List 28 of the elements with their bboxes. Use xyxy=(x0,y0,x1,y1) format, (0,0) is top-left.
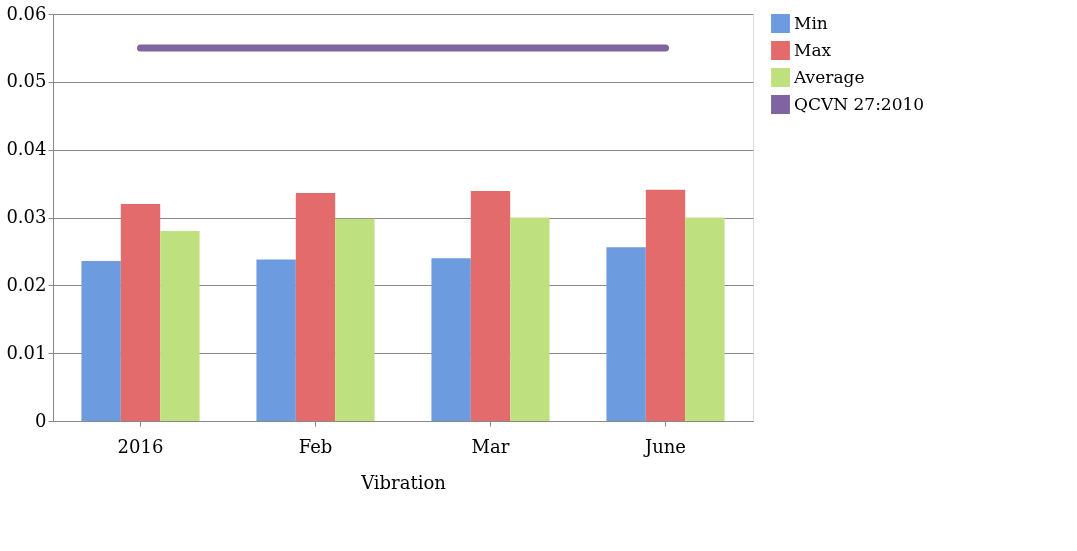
bar xyxy=(510,217,550,421)
y-tick-label: 0 xyxy=(35,409,47,431)
y-tick-label: 0.03 xyxy=(6,206,47,227)
bar xyxy=(685,217,725,421)
x-tick-label: Feb xyxy=(298,435,333,457)
legend-label: Average xyxy=(793,66,865,87)
y-tick-label: 0.01 xyxy=(6,341,47,363)
bar xyxy=(470,191,511,421)
x-tick-label: 2016 xyxy=(117,435,164,457)
y-tick-label: 0.02 xyxy=(6,273,47,295)
legend-label: Min xyxy=(794,12,828,33)
bar xyxy=(120,203,161,421)
bar xyxy=(160,231,200,421)
bar xyxy=(606,247,646,421)
bar xyxy=(645,189,686,421)
y-tick-label: 0.05 xyxy=(6,70,47,92)
x-tick-label: June xyxy=(642,435,687,457)
y-tick-label: 0.06 xyxy=(6,2,47,24)
bar xyxy=(431,258,471,421)
legend-label: Max xyxy=(794,39,832,60)
bar xyxy=(295,193,336,421)
bar xyxy=(256,259,296,421)
y-tick-label: 0.04 xyxy=(6,138,47,160)
x-axis-title: Vibration xyxy=(360,471,447,493)
bar xyxy=(335,218,375,421)
bar xyxy=(81,260,121,421)
x-tick-label: Mar xyxy=(471,435,510,457)
legend-label: QCVN 27:2010 xyxy=(794,93,925,114)
